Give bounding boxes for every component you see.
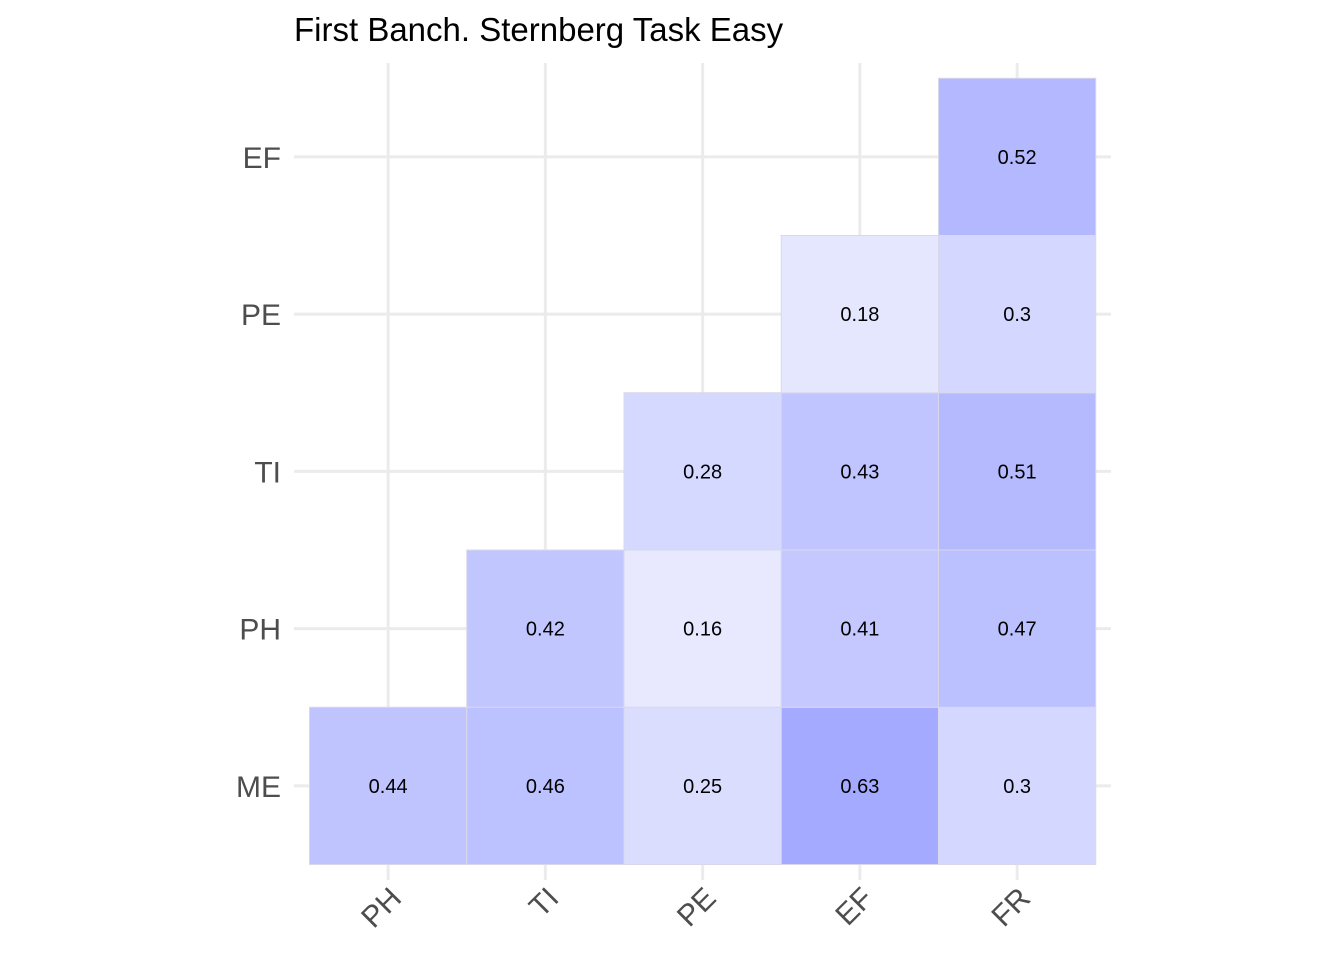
y-tick-label: EF [243, 142, 281, 175]
heatmap-cell: 0.3 [938, 235, 1097, 394]
x-tick-label: EF [829, 882, 879, 932]
y-tick-label: TI [254, 456, 281, 489]
heatmap-cell-rect [623, 392, 782, 551]
heatmap-cell: 0.51 [938, 392, 1097, 551]
cell-value-label: 0.63 [840, 776, 879, 798]
cell-value-label: 0.18 [840, 304, 879, 326]
y-tick-label: PE [241, 299, 281, 332]
heatmap-cell: 0.46 [466, 706, 625, 865]
heatmap-cell: 0.52 [938, 77, 1097, 236]
heatmap-cell-rect [938, 235, 1097, 394]
heatmap-cell-rect [780, 706, 939, 865]
heatmap-cell: 0.43 [780, 392, 939, 551]
cell-value-label: 0.25 [683, 776, 722, 798]
heatmap-cell-rect [938, 392, 1097, 551]
cell-layer: 0.44 0.46 0.25 0.63 0.3 0.42 0.16 0.41 0.47 0.28 0… [309, 77, 1097, 865]
heatmap-cell: 0.41 [780, 549, 939, 708]
heatmap-cell: 0.44 [309, 706, 468, 865]
heatmap-cell: 0.28 [623, 392, 782, 551]
heatmap-cell-rect [309, 706, 468, 865]
heatmap-cell: 0.42 [466, 549, 625, 708]
x-tick-label: TI [523, 882, 565, 924]
heatmap-cell: 0.16 [623, 549, 782, 708]
heatmap-cell-rect [623, 549, 782, 708]
heatmap-cell-rect [466, 706, 625, 865]
heatmap-cell-rect [466, 549, 625, 708]
y-tick-label: PH [239, 614, 281, 647]
heatmap-cell: 0.25 [623, 706, 782, 865]
heatmap-cell-rect [938, 549, 1097, 708]
cell-value-label: 0.43 [840, 461, 879, 483]
chart-title: First Banch. Sternberg Task Easy [294, 11, 784, 48]
cell-value-label: 0.41 [840, 619, 879, 641]
cell-value-label: 0.28 [683, 461, 722, 483]
cell-value-label: 0.52 [998, 147, 1037, 169]
cell-value-label: 0.16 [683, 619, 722, 641]
cell-value-label: 0.46 [526, 776, 565, 798]
heatmap-cell: 0.63 [780, 706, 939, 865]
cell-value-label: 0.51 [998, 461, 1037, 483]
cell-value-label: 0.3 [1003, 776, 1031, 798]
cell-value-label: 0.42 [526, 619, 565, 641]
y-tick-label: ME [236, 771, 281, 804]
x-tick-label: PH [355, 882, 408, 935]
heatmap-cell: 0.18 [780, 235, 939, 394]
x-axis: PH TI PE EF FR [355, 882, 1037, 935]
heatmap-cell: 0.3 [938, 706, 1097, 865]
x-tick-label: FR [985, 882, 1037, 934]
y-axis: ME PH TI PE EF [236, 142, 281, 804]
heatmap-cell: 0.47 [938, 549, 1097, 708]
heatmap-cell-rect [780, 392, 939, 551]
cell-value-label: 0.3 [1003, 304, 1031, 326]
heatmap-cell-rect [623, 706, 782, 865]
cell-value-label: 0.44 [369, 776, 408, 798]
x-tick-label: PE [671, 882, 723, 934]
heatmap-cell-rect [938, 77, 1097, 236]
heatmap-cell-rect [780, 235, 939, 394]
heatmap-cell-rect [780, 549, 939, 708]
cell-value-label: 0.47 [998, 619, 1037, 641]
